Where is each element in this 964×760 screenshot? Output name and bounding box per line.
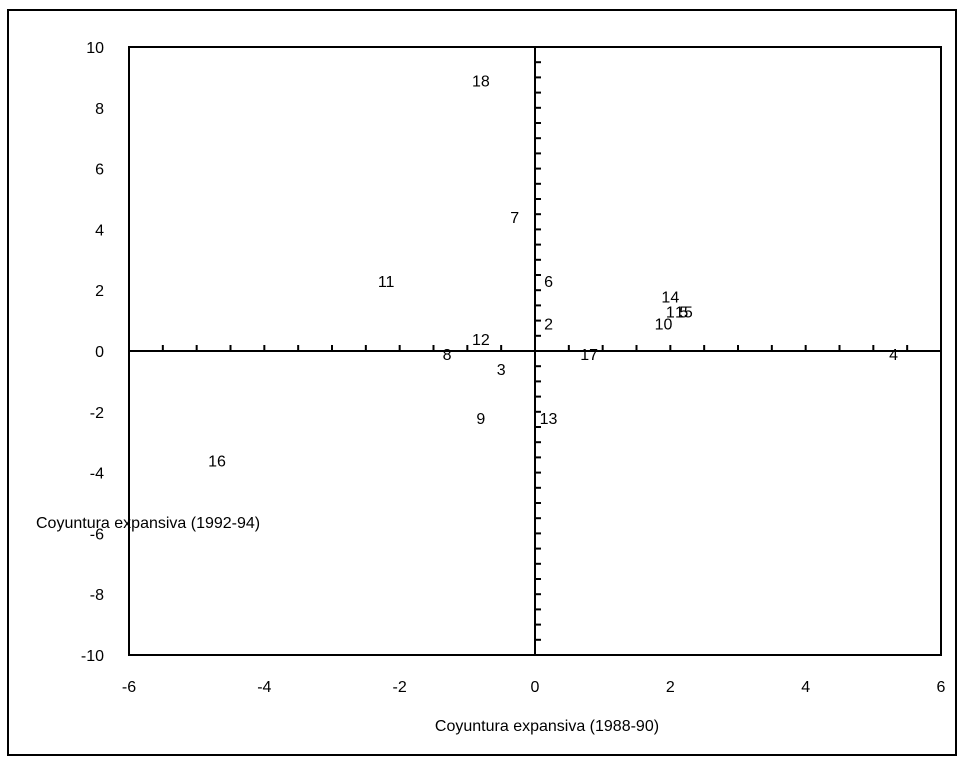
x-tick-label: -6 bbox=[122, 679, 136, 696]
x-tick-label: 0 bbox=[531, 679, 540, 696]
x-tick-label: -4 bbox=[257, 679, 271, 696]
data-point-label: 4 bbox=[889, 347, 898, 364]
data-point-label: 9 bbox=[476, 411, 485, 428]
data-point-label: 8 bbox=[443, 347, 452, 364]
y-tick-label: -2 bbox=[90, 405, 104, 422]
x-tick-label: 2 bbox=[666, 679, 675, 696]
data-point-label: 6 bbox=[544, 274, 553, 291]
data-point-label: 18 bbox=[472, 73, 490, 90]
data-point-label: 2 bbox=[544, 317, 553, 334]
data-point-label: 5 bbox=[679, 304, 688, 321]
x-tick-label: -2 bbox=[393, 679, 407, 696]
data-point-label: 10 bbox=[655, 317, 673, 334]
outer-frame bbox=[7, 9, 957, 756]
y-tick-label: 6 bbox=[95, 162, 104, 179]
data-point-label: 1 bbox=[666, 304, 675, 321]
data-point-label: 7 bbox=[510, 210, 519, 227]
y-tick-label: 0 bbox=[95, 344, 104, 361]
y-tick-label: 2 bbox=[95, 283, 104, 300]
data-point-label: 12 bbox=[472, 332, 490, 349]
x-axis-title: Coyuntura expansiva (1988-90) bbox=[435, 718, 659, 735]
y-tick-label: 8 bbox=[95, 101, 104, 118]
y-tick-label: -8 bbox=[90, 587, 104, 604]
y-tick-label: -4 bbox=[90, 466, 104, 483]
data-point-label: 13 bbox=[540, 411, 558, 428]
x-tick-label: 6 bbox=[937, 679, 946, 696]
y-tick-label: 10 bbox=[86, 40, 104, 57]
x-tick-label: 4 bbox=[801, 679, 810, 696]
y-tick-labels: -10 -8 -6 -4 -2 0 2 4 6 8 10 bbox=[81, 40, 104, 665]
data-point-label: 14 bbox=[661, 289, 679, 306]
x-tick-labels: -6 -4 -2 0 2 4 6 bbox=[122, 679, 946, 696]
zero-axes bbox=[129, 47, 941, 655]
data-point-label: 11 bbox=[378, 274, 395, 291]
data-point-label: 17 bbox=[580, 347, 598, 364]
y-tick-label: -10 bbox=[81, 648, 104, 665]
y-tick-label: -6 bbox=[90, 526, 104, 543]
data-point-label: 3 bbox=[497, 362, 506, 379]
data-point-label: 15 bbox=[675, 304, 693, 321]
y-axis-title: Coyuntura expansiva (1992-94) bbox=[36, 515, 260, 532]
data-point-label: 16 bbox=[208, 453, 226, 470]
y-tick-label: 4 bbox=[95, 222, 104, 239]
